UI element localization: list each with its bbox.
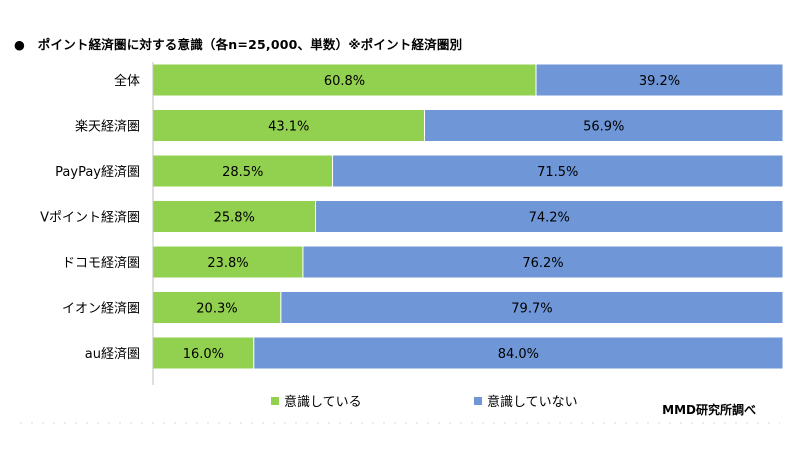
data-label: 16.0% <box>183 347 224 362</box>
legend: 意識している 意識していない <box>271 394 578 410</box>
bar-unaware <box>535 63 784 97</box>
data-label: 39.2% <box>639 74 680 89</box>
data-label: 20.3% <box>196 302 237 317</box>
chart-title: ● ポイント経済圏に対する意識（各n=25,000、単数）※ポイント経済圏別 <box>14 37 463 52</box>
bars-layer: 60.8% 39.2% 43.1% 56.9% 28.5% 71.5% 25.8% 74.2%… <box>152 63 784 370</box>
data-label: 28.5% <box>222 165 263 180</box>
bar-unaware <box>302 245 784 279</box>
data-label: 56.9% <box>583 120 624 135</box>
bar-unaware <box>332 154 784 188</box>
bar-aware <box>152 336 255 370</box>
data-label: 23.8% <box>207 256 248 271</box>
category-label: 楽天経済圏 <box>75 119 140 135</box>
bar-unaware <box>424 109 784 142</box>
legend-swatch-unaware <box>474 397 482 405</box>
bar-aware <box>152 291 282 324</box>
bar-aware <box>152 154 334 188</box>
bar-aware <box>152 245 304 279</box>
source-credit: MMD研究所調べ <box>662 403 756 417</box>
decorative-dotted-line <box>20 422 780 424</box>
data-label: 84.0% <box>498 347 539 362</box>
bar-unaware <box>253 336 784 370</box>
data-label: 79.7% <box>511 302 552 317</box>
data-label: 76.2% <box>522 256 563 271</box>
data-label: 25.8% <box>214 211 255 226</box>
category-label: au経済圏 <box>85 346 140 362</box>
bar-aware <box>152 200 317 233</box>
data-label: 43.1% <box>268 120 309 135</box>
legend-swatch-aware <box>271 397 279 405</box>
data-label: 71.5% <box>537 165 578 180</box>
category-label: ドコモ経済圏 <box>62 255 140 271</box>
category-label: Vポイント経済圏 <box>40 210 140 226</box>
legend-label-unaware: 意識していない <box>487 394 578 410</box>
legend-label-aware: 意識している <box>284 394 362 410</box>
bar-unaware <box>315 200 784 233</box>
data-label: 60.8% <box>324 74 365 89</box>
data-label: 74.2% <box>529 211 570 226</box>
bar-unaware <box>280 291 784 324</box>
category-label: 全体 <box>114 73 140 89</box>
category-label: PayPay経済圏 <box>55 164 140 180</box>
category-label: イオン経済圏 <box>62 301 140 317</box>
